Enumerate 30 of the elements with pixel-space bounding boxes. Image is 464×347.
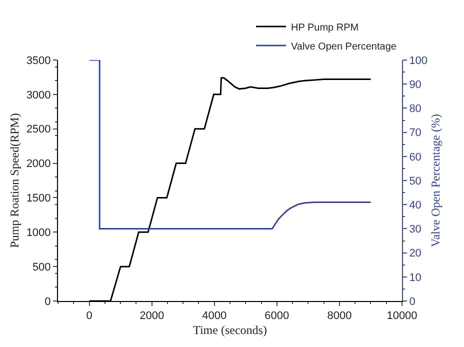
x-tick-label: 10000 [386,310,418,322]
x-axis-title: Time (seconds) [193,323,267,338]
legend-label: HP Pump RPM [291,22,359,34]
y2-tick-label: 80 [409,103,422,116]
y2-tick-label: 50 [409,175,422,188]
y-tick-label: 500 [32,261,51,274]
y2-tick-label: 40 [409,199,422,212]
y-tick-label: 2000 [26,158,51,170]
y2-axis-title: Valve Open Percentage (%) [428,114,442,247]
y-tick-label: 2500 [26,124,51,136]
x-tick-label: 8000 [327,310,352,322]
y-tick-label: 1500 [26,192,51,205]
y-axis-title: Pump Roation Speed(RPM) [8,113,22,248]
y2-tick-label: 60 [409,151,422,164]
y2-tick-label: 90 [409,78,422,91]
y2-tick-label: 100 [409,54,428,67]
y-tick-label: 1000 [26,226,51,239]
y2-tick-label: 70 [409,127,422,140]
x-tick-label: 2000 [140,310,164,322]
y-tick-label: 3500 [26,54,51,67]
legend-label: Valve Open Percentage [291,41,397,52]
y-tick-label: 0 [44,296,51,308]
y-tick-label: 3000 [26,89,51,102]
x-tick-label: 0 [86,310,92,322]
x-tick-label: 4000 [202,310,227,322]
y2-tick-label: 20 [409,248,422,260]
y2-tick-label: 30 [409,224,422,236]
y2-tick-label: 10 [409,272,422,284]
y2-tick-label: 0 [409,296,416,308]
x-tick-label: 6000 [264,310,290,322]
